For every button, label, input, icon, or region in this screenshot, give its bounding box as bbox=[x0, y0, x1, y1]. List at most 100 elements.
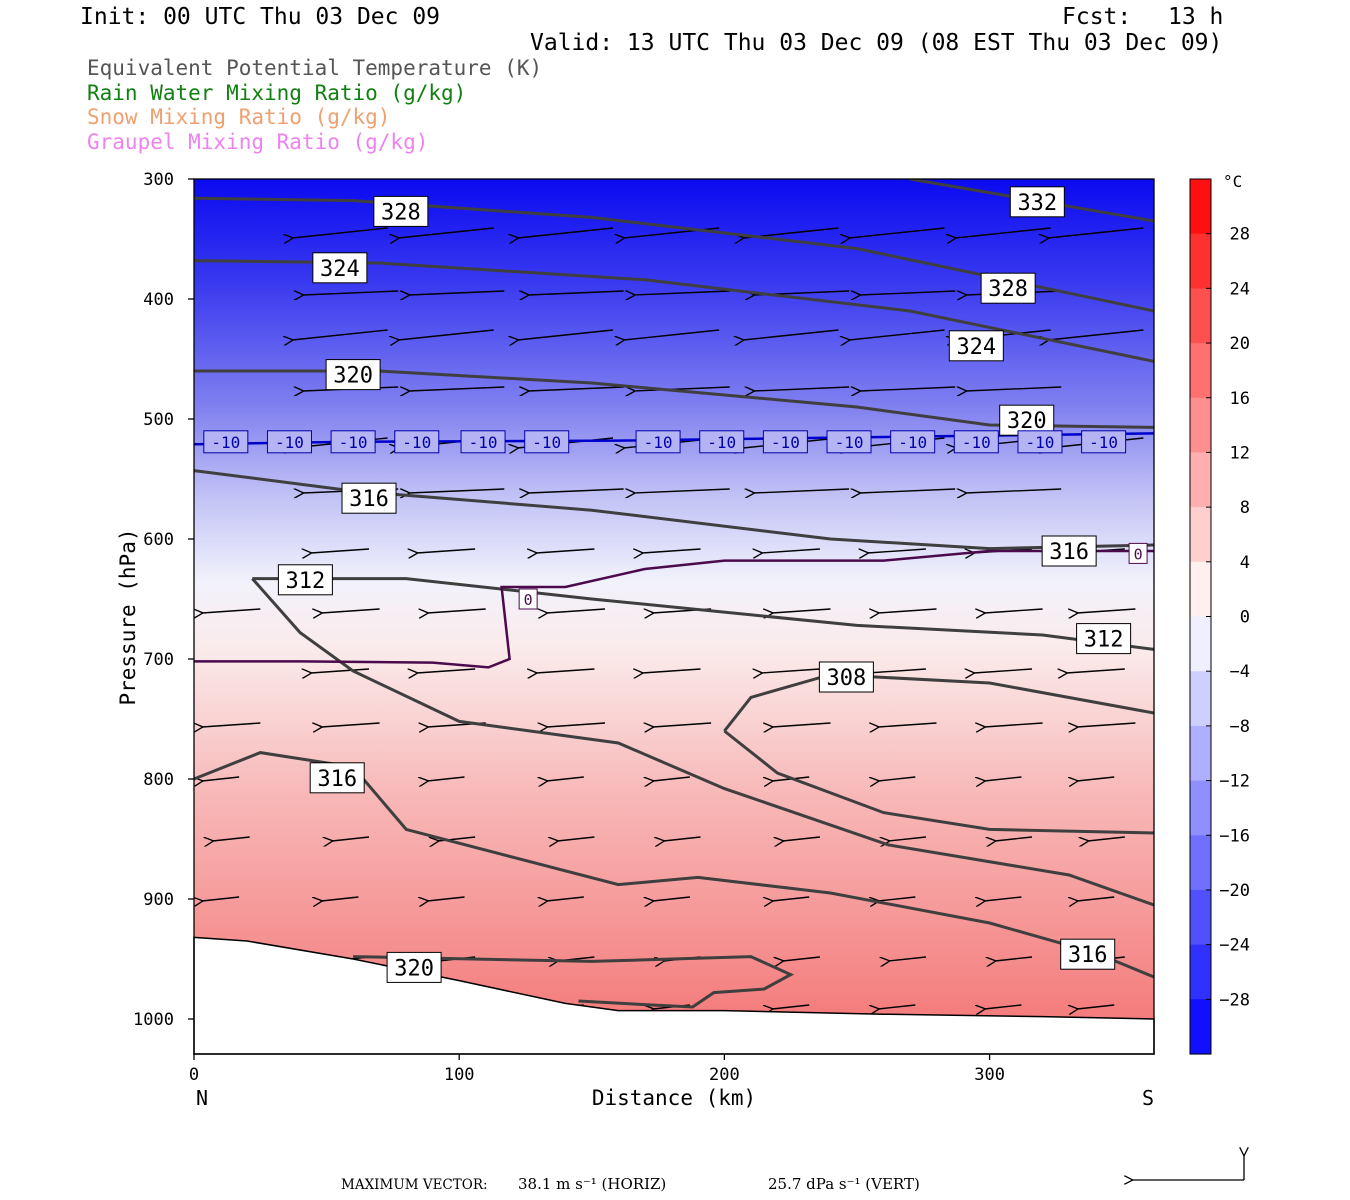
svg-text:-10: -10 bbox=[532, 433, 561, 452]
theta-e-contour-312 bbox=[252, 577, 1154, 651]
x-end-label-right: S bbox=[1142, 1086, 1154, 1110]
wind-vector bbox=[409, 489, 505, 493]
svg-text:0: 0 bbox=[1134, 545, 1143, 563]
colorbar-segment bbox=[1190, 397, 1211, 454]
wind-vector bbox=[995, 956, 1033, 961]
wind-vector bbox=[868, 669, 926, 673]
svg-text:312: 312 bbox=[286, 569, 326, 594]
contour-labels: 328 324 320 316 312 316 320 332 328 324 320 316 312 3… bbox=[203, 186, 1148, 983]
colorbar-tick-label: 4 bbox=[1240, 553, 1250, 573]
theta-e-label: 308 bbox=[818, 661, 874, 693]
wind-vector bbox=[1067, 669, 1125, 673]
wind-vector bbox=[518, 227, 614, 238]
colorbar-segment bbox=[1190, 507, 1211, 563]
wind-vector bbox=[849, 329, 945, 340]
colorbar-tick-label: −20 bbox=[1219, 881, 1250, 901]
wind-vector bbox=[889, 956, 926, 961]
colorbar: 28 24 20 16 12 8 4 0 −4 −8 −12 −16 −20 −24 −28 °C bbox=[1189, 172, 1250, 1055]
wind-vector bbox=[783, 836, 820, 841]
wind-vector bbox=[642, 669, 701, 673]
svg-text:332: 332 bbox=[1017, 191, 1057, 216]
wind-vector bbox=[1077, 896, 1115, 901]
wind-vector bbox=[292, 329, 388, 340]
colorbar-tick-label: 8 bbox=[1240, 498, 1250, 518]
colorbar-segment bbox=[1190, 233, 1211, 289]
wind-vector bbox=[878, 776, 916, 781]
colorbar-tick-label: 20 bbox=[1230, 334, 1250, 354]
wind-vector bbox=[1088, 836, 1125, 841]
svg-text:-10: -10 bbox=[644, 433, 673, 452]
theta-e-label: 316 bbox=[341, 482, 397, 514]
wind-vector bbox=[202, 723, 261, 727]
wind-vector bbox=[984, 1004, 1022, 1009]
max-vector-vert: 25.7 dPa s⁻¹ (VERT) bbox=[768, 1175, 920, 1193]
wind-vector bbox=[878, 723, 937, 727]
colorbar-segment bbox=[1190, 725, 1211, 782]
wind-vector bbox=[528, 387, 624, 391]
colorbar-tick-label: −16 bbox=[1219, 826, 1250, 846]
field-legend: Equivalent Potential Temperature (K) Rai… bbox=[87, 56, 542, 154]
legend-theta-e: Equivalent Potential Temperature (K) bbox=[87, 56, 543, 80]
isotherm-minus10-label: -10 bbox=[699, 430, 745, 454]
wind-vector bbox=[984, 896, 1022, 901]
wind-vector bbox=[311, 669, 370, 673]
max-vector-horiz: 38.1 m s⁻¹ (HORIZ) bbox=[518, 1175, 667, 1193]
svg-text:320: 320 bbox=[1007, 409, 1047, 434]
colorbar-segment bbox=[1190, 288, 1211, 344]
wind-vector bbox=[860, 291, 956, 295]
svg-text:-10: -10 bbox=[835, 433, 864, 452]
wind-vector bbox=[398, 227, 494, 238]
colorbar-segment bbox=[1190, 616, 1211, 672]
wind-vector bbox=[528, 489, 624, 493]
wind-vector bbox=[762, 549, 820, 553]
colorbar-unit: °C bbox=[1223, 172, 1242, 191]
y-tick-label: 600 bbox=[143, 530, 174, 550]
y-tick-label: 900 bbox=[143, 890, 174, 910]
svg-text:316: 316 bbox=[1049, 540, 1089, 565]
svg-text:-10: -10 bbox=[402, 433, 431, 452]
wind-vector bbox=[772, 896, 810, 901]
wind-vector bbox=[427, 609, 486, 613]
y-tick-label: 300 bbox=[143, 170, 174, 190]
wind-vector bbox=[528, 291, 624, 295]
colorbar-tick-label: 0 bbox=[1240, 608, 1250, 628]
svg-text:316: 316 bbox=[317, 767, 357, 792]
theta-e-label: 328 bbox=[373, 195, 429, 227]
wind-vector bbox=[1077, 776, 1115, 781]
isotherm-zero-label: 0 bbox=[518, 588, 538, 610]
x-tick-label: 0 bbox=[189, 1065, 199, 1085]
wind-vector bbox=[772, 1004, 810, 1009]
colorbar-segment bbox=[1190, 561, 1211, 618]
colorbar-tick-label: 12 bbox=[1230, 443, 1250, 463]
svg-text:324: 324 bbox=[956, 335, 996, 360]
theta-e-label: 316 bbox=[1041, 535, 1097, 567]
svg-text:-10: -10 bbox=[1089, 433, 1118, 452]
isotherm-minus10-label: -10 bbox=[203, 430, 249, 454]
wind-vector bbox=[536, 669, 595, 673]
wind-vector bbox=[754, 387, 850, 391]
wind-vector bbox=[868, 549, 926, 553]
theta-e-contour-328 bbox=[194, 196, 1154, 313]
wind-vector bbox=[213, 836, 250, 841]
theta-e-label: 324 bbox=[312, 252, 368, 284]
theta-e-contour-312 bbox=[251, 577, 1154, 907]
theta-e-label: 316 bbox=[309, 762, 365, 794]
x-end-label-left: N bbox=[196, 1086, 208, 1110]
colorbar-segment bbox=[1190, 452, 1211, 508]
isotherm-minus10-label: -10 bbox=[826, 430, 872, 454]
wind-vector bbox=[1077, 1004, 1115, 1009]
svg-text:324: 324 bbox=[320, 257, 360, 282]
wind-vector bbox=[772, 609, 831, 613]
wind-vector bbox=[409, 387, 505, 391]
wind-vector bbox=[292, 227, 388, 238]
wind-vector bbox=[653, 896, 690, 901]
isotherm-minus10-label: -10 bbox=[635, 430, 681, 454]
svg-text:308: 308 bbox=[827, 666, 867, 691]
colorbar-segment bbox=[1190, 343, 1211, 399]
y-tick-label: 700 bbox=[143, 650, 174, 670]
reference-vector-icon bbox=[1132, 1155, 1244, 1180]
y-tick-label: 1000 bbox=[133, 1010, 174, 1030]
wind-vector bbox=[849, 227, 945, 238]
wind-vector bbox=[398, 329, 494, 340]
wind-vector bbox=[547, 609, 606, 613]
